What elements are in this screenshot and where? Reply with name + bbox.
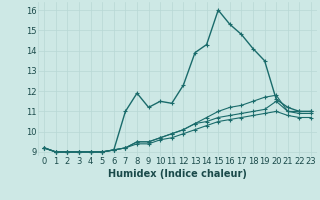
X-axis label: Humidex (Indice chaleur): Humidex (Indice chaleur) [108, 169, 247, 179]
